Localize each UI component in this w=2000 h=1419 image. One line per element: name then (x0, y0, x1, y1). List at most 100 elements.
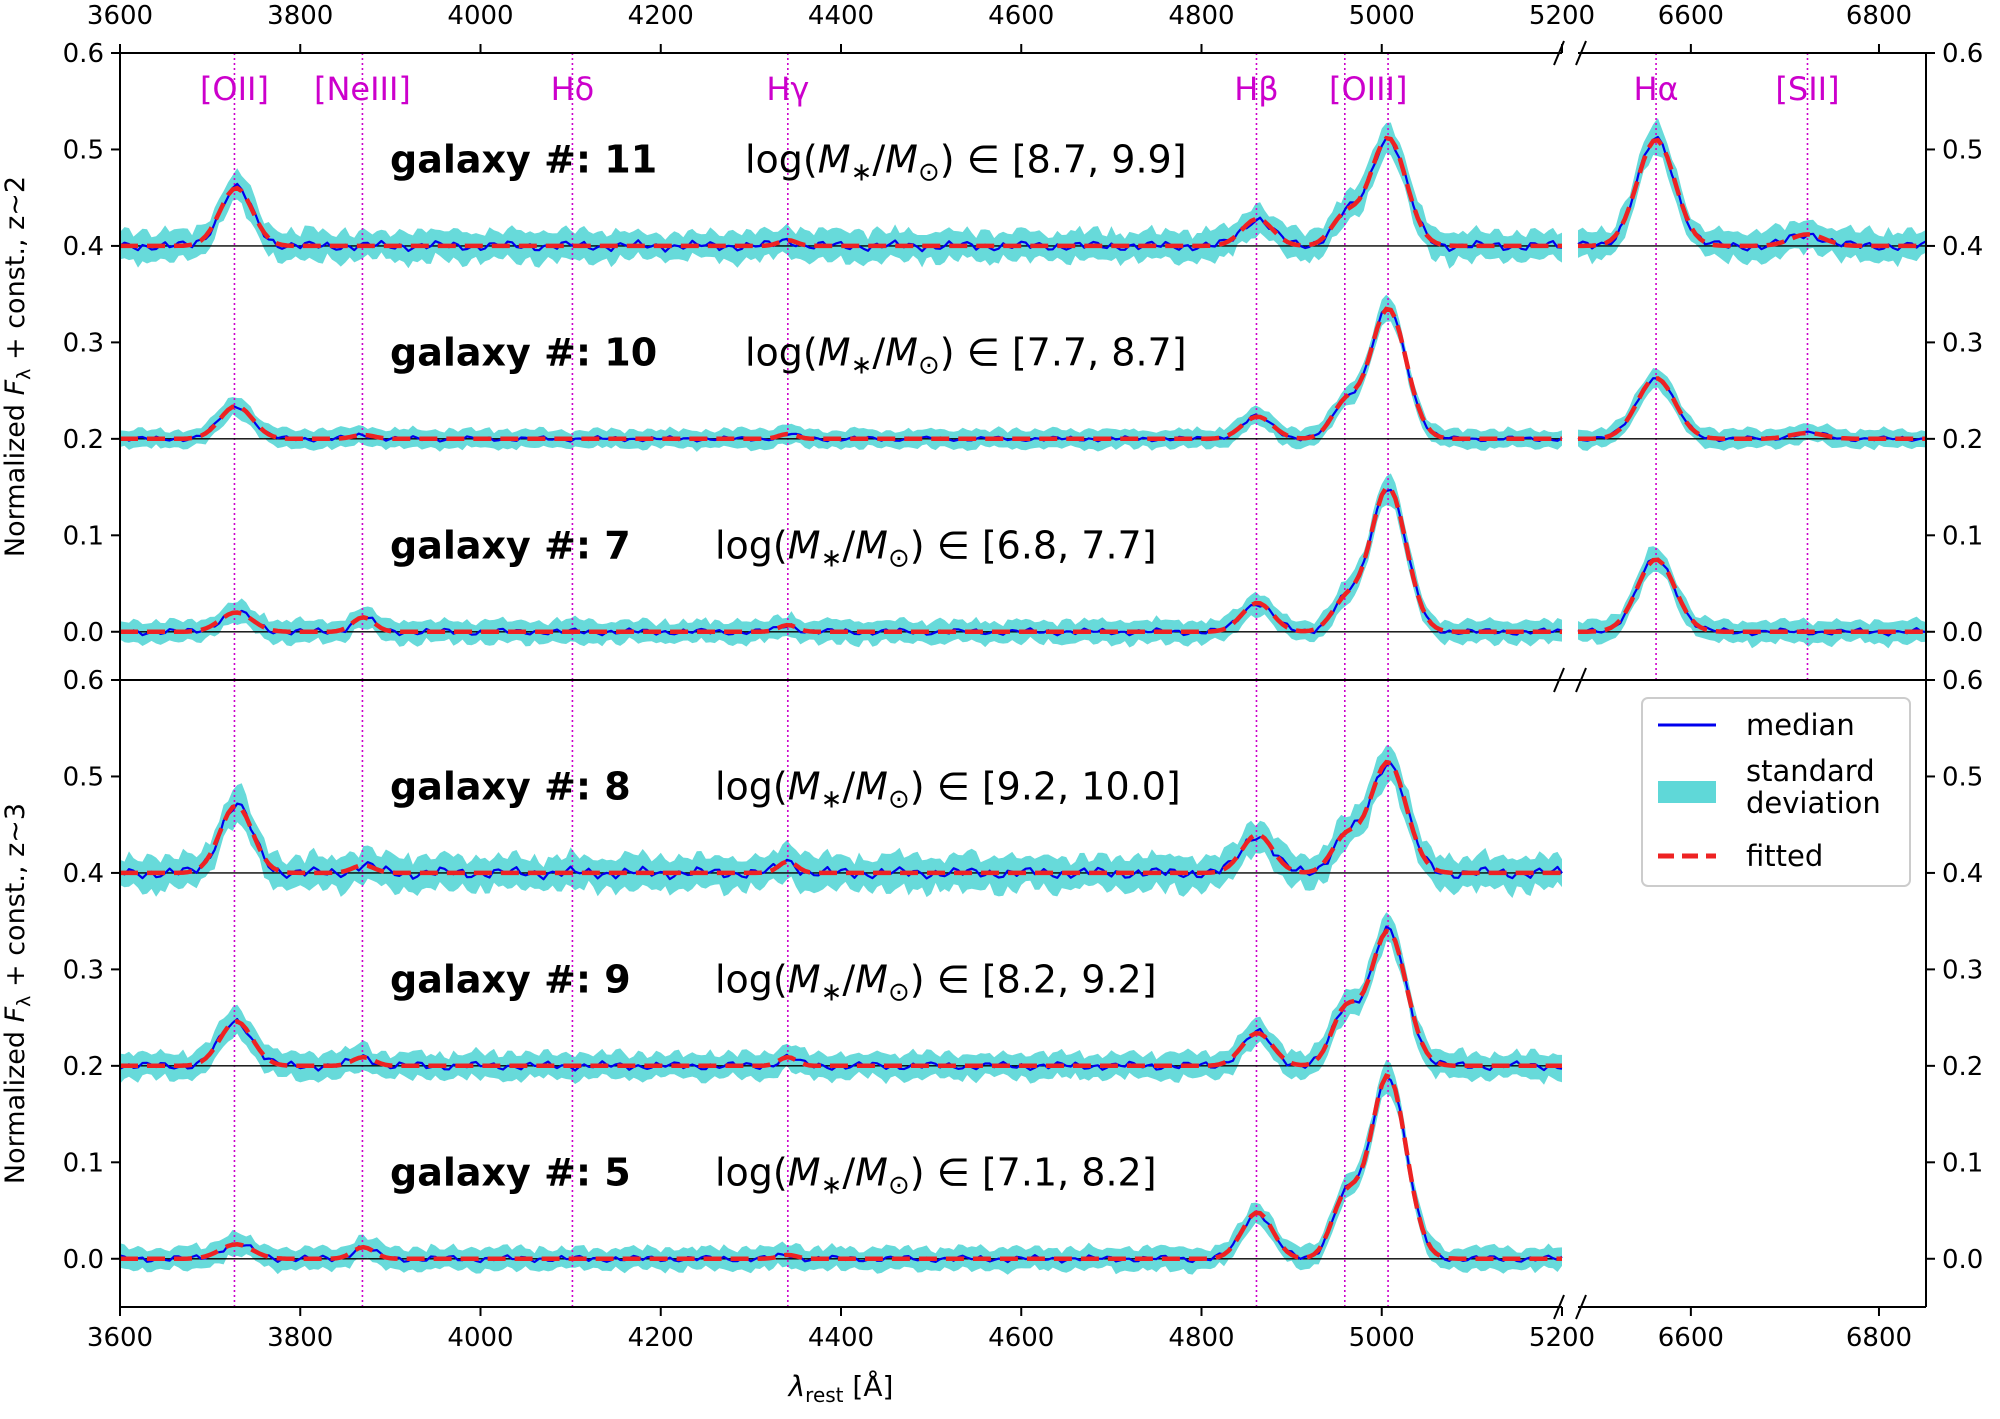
y-tick-label-left-1-1: 0.1 (63, 1148, 104, 1178)
galaxy-mass-1-0: log(M∗/M⊙) ∈ [9.2, 10.0] (715, 765, 1181, 815)
std-band-0-1 (120, 294, 1562, 452)
galaxy-mass-1-1: log(M∗/M⊙) ∈ [8.2, 9.2] (715, 958, 1157, 1008)
y-tick-label-right-1-1: 0.1 (1942, 1148, 1983, 1178)
x-tick-label-top-9: 6600 (1658, 1, 1724, 31)
fitted-line-ha-0-1 (1578, 376, 1926, 442)
x-tick-label-top-2: 4000 (447, 1, 513, 31)
axes-frames (119, 40, 1927, 1320)
galaxy-name-1-2: galaxy #: 5 (390, 1150, 631, 1194)
y-axis-label-0: Normalized Fλ + const., z~2 (0, 176, 35, 557)
x-tick-label-bottom-7: 5000 (1349, 1323, 1415, 1353)
break-mark-b-1 (1575, 667, 1587, 693)
x-tick-label-top-7: 5000 (1349, 1, 1415, 31)
x-tick-label-bottom-2: 4000 (447, 1323, 513, 1353)
galaxy-name-0-2: galaxy #: 7 (390, 523, 631, 567)
y-tick-label-right-0-4: 0.4 (1942, 232, 1983, 262)
legend-std-label-1: standard (1746, 754, 1875, 788)
x-tick-label-bottom-1: 3800 (267, 1323, 333, 1353)
galaxy-mass-1-2: log(M∗/M⊙) ∈ [7.1, 8.2] (715, 1150, 1157, 1200)
fitted-line-ha-0-2 (1577, 557, 1926, 635)
break-mark-b-0 (1575, 40, 1587, 66)
x-tick-label-top-8: 5200 (1529, 1, 1595, 31)
y-tick-label-left-1-5: 0.5 (63, 762, 104, 792)
std-band-1-1 (120, 912, 1562, 1085)
legend-fitted-label: fitted (1746, 839, 1823, 873)
line-label-3: Hγ (766, 70, 809, 108)
y-tick-label-right-0-1: 0.1 (1942, 521, 1983, 551)
legend-std-label-2: deviation (1746, 786, 1881, 820)
y-tick-label-right-0-2: 0.2 (1942, 425, 1983, 455)
y-tick-label-left-0-3: 0.3 (63, 328, 104, 358)
x-tick-label-bottom-4: 4400 (808, 1323, 874, 1353)
galaxy-name-1-0: galaxy #: 8 (390, 765, 631, 809)
break-mark-b-2 (1575, 1294, 1587, 1320)
fitted-line-ha-0-0 (1578, 137, 1926, 249)
y-tick-label-left-0-4: 0.4 (63, 232, 104, 262)
x-tick-label-bottom-5: 4600 (988, 1323, 1054, 1353)
x-tick-label-bottom-3: 4200 (628, 1323, 694, 1353)
std-band-0-0 (120, 122, 1562, 269)
galaxy-name-0-0: galaxy #: 11 (390, 138, 657, 182)
std-band-0-2 (120, 473, 1562, 648)
y-tick-label-right-1-4: 0.4 (1942, 859, 1983, 889)
line-label-0: [OII] (200, 70, 269, 108)
x-axis-label: λrest [Å] (787, 1369, 894, 1407)
galaxy-mass-0-0: log(M∗/M⊙) ∈ [8.7, 9.9] (745, 138, 1187, 188)
y-tick-label-left-0-1: 0.1 (63, 521, 104, 551)
x-tick-label-bottom-8: 5200 (1529, 1323, 1595, 1353)
break-mark-a-1 (1553, 667, 1565, 693)
fitted-line-1-1 (120, 928, 1562, 1069)
std-band-ha-0-1 (1578, 368, 1926, 451)
y-tick-label-right-0-5: 0.5 (1942, 135, 1983, 165)
x-tick-label-top-10: 6800 (1846, 1, 1912, 31)
y-tick-label-right-1-5: 0.5 (1942, 762, 1983, 792)
legend-median-label: median (1746, 708, 1855, 742)
galaxy-name-1-1: galaxy #: 9 (390, 958, 631, 1002)
x-tick-label-top-3: 4200 (628, 1, 694, 31)
y-tick-label-left-0-5: 0.5 (63, 135, 104, 165)
line-label-5: [OIII] (1329, 70, 1407, 108)
fitted-line-0-0 (120, 135, 1562, 249)
x-tick-label-bottom-10: 6800 (1846, 1323, 1912, 1353)
y-tick-label-right-0-6: 0.6 (1942, 39, 1983, 69)
y-tick-label-right-1-0: 0.0 (1942, 1245, 1983, 1275)
median-line-0-1 (119, 307, 1563, 443)
y-tick-label-left-0-2: 0.2 (63, 425, 104, 455)
y-tick-label-right-0-0: 0.0 (1942, 618, 1983, 648)
y-tick-label-right-1-6: 0.6 (1942, 666, 1983, 696)
y-tick-label-left-1-3: 0.3 (63, 955, 104, 985)
fitted-line-0-1 (120, 306, 1562, 442)
fitted-line-1-2 (120, 1073, 1562, 1262)
x-tick-label-top-4: 4400 (808, 1, 874, 31)
break-mark-a-2 (1553, 1294, 1565, 1320)
y-tick-label-left-0-6: 0.6 (63, 39, 104, 69)
y-tick-label-left-1-2: 0.2 (63, 1052, 104, 1082)
line-label-1: [NeIII] (314, 70, 411, 108)
x-tick-label-top-6: 4800 (1168, 1, 1234, 31)
y-axis-label-1: Normalized Fλ + const., z~3 (0, 803, 35, 1184)
galaxy-mass-0-1: log(M∗/M⊙) ∈ [7.7, 8.7] (745, 331, 1187, 381)
line-label-2: Hδ (551, 70, 595, 108)
galaxy-mass-0-2: log(M∗/M⊙) ∈ [6.8, 7.7] (715, 523, 1157, 573)
x-tick-label-top-1: 3800 (267, 1, 333, 31)
median-line-1-0 (119, 762, 1563, 881)
x-tick-label-bottom-9: 6600 (1658, 1323, 1724, 1353)
y-tick-label-left-1-6: 0.6 (63, 666, 104, 696)
y-tick-label-right-0-3: 0.3 (1942, 328, 1983, 358)
x-tick-label-bottom-6: 4800 (1168, 1323, 1234, 1353)
line-label-8: [SII] (1775, 70, 1839, 108)
std-band-1-0 (120, 745, 1562, 898)
line-label-7: Hα (1633, 70, 1678, 108)
y-tick-label-right-1-3: 0.3 (1942, 955, 1983, 985)
line-label-4: Hβ (1234, 70, 1278, 108)
y-tick-label-left-1-0: 0.0 (63, 1245, 104, 1275)
galaxy-name-0-1: galaxy #: 10 (390, 331, 657, 375)
fitted-line-0-2 (120, 484, 1562, 635)
std-band-ha-0-2 (1578, 546, 1926, 649)
annotations: [OII] [NeIII] Hδ Hγ Hβ [OIII] Hα [SII] galaxy #:… (0, 70, 1840, 1407)
axis-ticks: 3600 3600 3800 3800 4000 4000 4200 4200 4400 4400… (63, 1, 1984, 1353)
std-band-1-2 (120, 1059, 1562, 1275)
legend-std-swatch (1658, 781, 1716, 803)
